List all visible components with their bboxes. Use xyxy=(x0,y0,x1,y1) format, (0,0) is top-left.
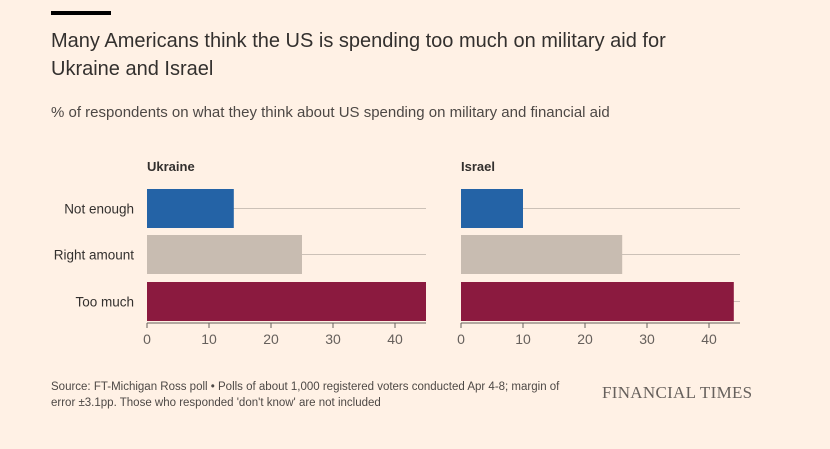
bar-too-much xyxy=(461,282,734,321)
category-label: Right amount xyxy=(54,248,135,263)
category-label: Not enough xyxy=(64,202,134,217)
x-tick-label: 10 xyxy=(201,331,217,347)
bar-not-enough xyxy=(147,189,234,228)
bar-not-enough xyxy=(461,189,523,228)
bar-too-much xyxy=(147,282,426,321)
panel-title: Israel xyxy=(461,159,495,174)
x-tick-label: 20 xyxy=(263,331,279,347)
chart-subtitle: % of respondents on what they think abou… xyxy=(51,104,610,121)
x-tick-label: 0 xyxy=(143,331,151,347)
x-tick-label: 40 xyxy=(387,331,403,347)
x-tick-label: 0 xyxy=(457,331,465,347)
panel-title: Ukraine xyxy=(147,159,195,174)
x-tick-label: 20 xyxy=(577,331,593,347)
x-tick-label: 40 xyxy=(701,331,717,347)
x-tick-label: 10 xyxy=(515,331,531,347)
category-label: Too much xyxy=(75,295,134,310)
ft-logo: FINANCIAL TIMES xyxy=(602,383,753,402)
brand-top-bar xyxy=(51,11,111,15)
source-note: Source: FT-Michigan Ross poll • Polls of… xyxy=(51,381,560,409)
x-tick-label: 30 xyxy=(325,331,341,347)
x-tick-label: 30 xyxy=(639,331,655,347)
bar-right-amount xyxy=(147,235,302,274)
chart-title: Many Americans think the US is spending … xyxy=(51,30,666,80)
bar-right-amount xyxy=(461,235,623,274)
